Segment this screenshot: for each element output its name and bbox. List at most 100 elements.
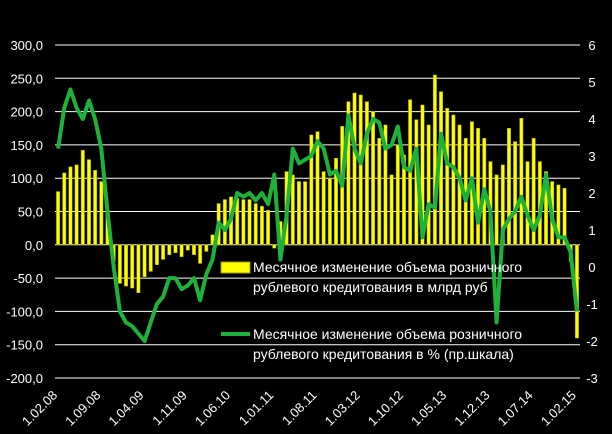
- x-tick-label: 1.11.09: [149, 388, 190, 429]
- x-tick-label: 1.05.13: [408, 388, 449, 429]
- bar: [179, 244, 184, 258]
- right-tick-label: 1: [588, 223, 595, 238]
- bar: [173, 244, 178, 254]
- bar: [562, 187, 567, 246]
- right-tick-label: 3: [588, 149, 595, 164]
- x-axis: 1.02.08 1.09.08 1.04.09 1.11.09 1.06.10 1.01.…: [19, 388, 579, 429]
- bar: [507, 128, 511, 246]
- bar: [124, 244, 128, 287]
- left-tick-label: 250,0: [10, 71, 43, 86]
- legend-label-bar-line2: рублевого кредитования в млрд руб: [253, 279, 488, 295]
- bar: [80, 149, 85, 246]
- bar: [476, 128, 481, 246]
- bar: [130, 244, 135, 289]
- bar: [99, 181, 104, 246]
- bar: [321, 171, 326, 246]
- bar: [142, 244, 147, 278]
- left-tick-label: 200,0: [10, 105, 43, 120]
- bar: [198, 244, 203, 264]
- bar: [167, 244, 172, 256]
- legend-swatch-bar: [220, 261, 251, 274]
- bar: [56, 191, 61, 246]
- bar: [272, 244, 277, 249]
- legend-label-line-line1: Месячное изменение объема розничного: [253, 326, 522, 342]
- right-y-axis: -3 -2 -1 0 1 2 3 4 5 6: [586, 38, 598, 386]
- bar: [117, 244, 122, 284]
- left-tick-label: -200,0: [6, 371, 43, 386]
- bar: [185, 244, 190, 251]
- bar: [327, 177, 332, 246]
- right-tick-label: -2: [586, 334, 598, 349]
- bar: [87, 159, 91, 246]
- left-tick-label: 50,0: [18, 205, 43, 220]
- x-tick-label: 1.02.15: [538, 388, 579, 429]
- legend-label-line-line2: рублевого кредитования в % (пр.шкала): [253, 346, 514, 362]
- bar: [148, 244, 153, 272]
- bar: [451, 114, 456, 246]
- x-tick-label: 1.04.09: [105, 388, 146, 429]
- bar: [259, 205, 264, 246]
- line-path: [56, 87, 579, 343]
- right-tick-label: 6: [588, 38, 595, 53]
- bar: [74, 164, 79, 246]
- x-tick-label: 1.12.13: [451, 388, 492, 429]
- bar: [315, 131, 320, 246]
- right-tick-label: 5: [588, 75, 595, 90]
- plot-area: [55, 10, 580, 379]
- bar: [247, 199, 252, 246]
- bar: [204, 244, 209, 252]
- bar: [445, 108, 450, 246]
- bar: [303, 181, 308, 246]
- x-tick-label: 1.10.12: [365, 388, 406, 429]
- bar: [136, 244, 141, 294]
- bar: [364, 101, 369, 246]
- bar: [383, 124, 388, 246]
- bar: [346, 101, 351, 246]
- bar: [544, 171, 548, 246]
- bar: [420, 104, 425, 246]
- x-tick-label: 1.01.11: [236, 388, 277, 429]
- x-tick-label: 1.06.10: [192, 388, 233, 429]
- x-tick-label: 1.07.14: [495, 388, 536, 429]
- bar: [192, 244, 196, 256]
- right-tick-label: 4: [588, 112, 595, 127]
- bar: [68, 166, 73, 246]
- bar: [297, 181, 301, 246]
- gridlines: [55, 44, 580, 379]
- bar: [266, 209, 271, 246]
- bar: [513, 141, 518, 246]
- bar: [334, 157, 338, 246]
- bar: [531, 137, 536, 246]
- left-tick-label: 300,0: [10, 38, 43, 53]
- right-tick-label: -3: [586, 371, 598, 386]
- bar: [161, 244, 166, 260]
- x-tick-label: 1.02.08: [19, 388, 60, 429]
- bar: [432, 74, 437, 246]
- legend-label-bar-line1: Месячное изменение объема розничного: [253, 259, 522, 275]
- bar: [62, 172, 67, 246]
- left-tick-label: 100,0: [10, 171, 43, 186]
- bar: [525, 161, 530, 246]
- x-tick-label: 1.09.08: [62, 388, 103, 429]
- bar: [556, 184, 561, 246]
- left-y-axis: -200,0 -150,0 -100,0 -50,0 0,0 50,0 100,0 150,0…: [6, 38, 43, 386]
- bar: [377, 137, 382, 246]
- line-series: [56, 87, 579, 343]
- bar: [371, 111, 376, 246]
- bar: [352, 92, 357, 246]
- right-tick-label: 2: [588, 186, 595, 201]
- bar: [519, 118, 524, 246]
- right-tick-label: 0: [588, 260, 595, 275]
- x-tick-label: 1.03.12: [322, 388, 363, 429]
- bar: [93, 169, 98, 246]
- bar: [358, 94, 363, 246]
- bar: [389, 174, 394, 246]
- bar: [395, 144, 400, 246]
- bar: [253, 203, 258, 246]
- bar: [290, 174, 295, 246]
- left-tick-label: -150,0: [6, 338, 43, 353]
- right-tick-label: -1: [586, 297, 598, 312]
- left-tick-label: 0,0: [25, 238, 43, 253]
- left-tick-label: -100,0: [6, 304, 43, 319]
